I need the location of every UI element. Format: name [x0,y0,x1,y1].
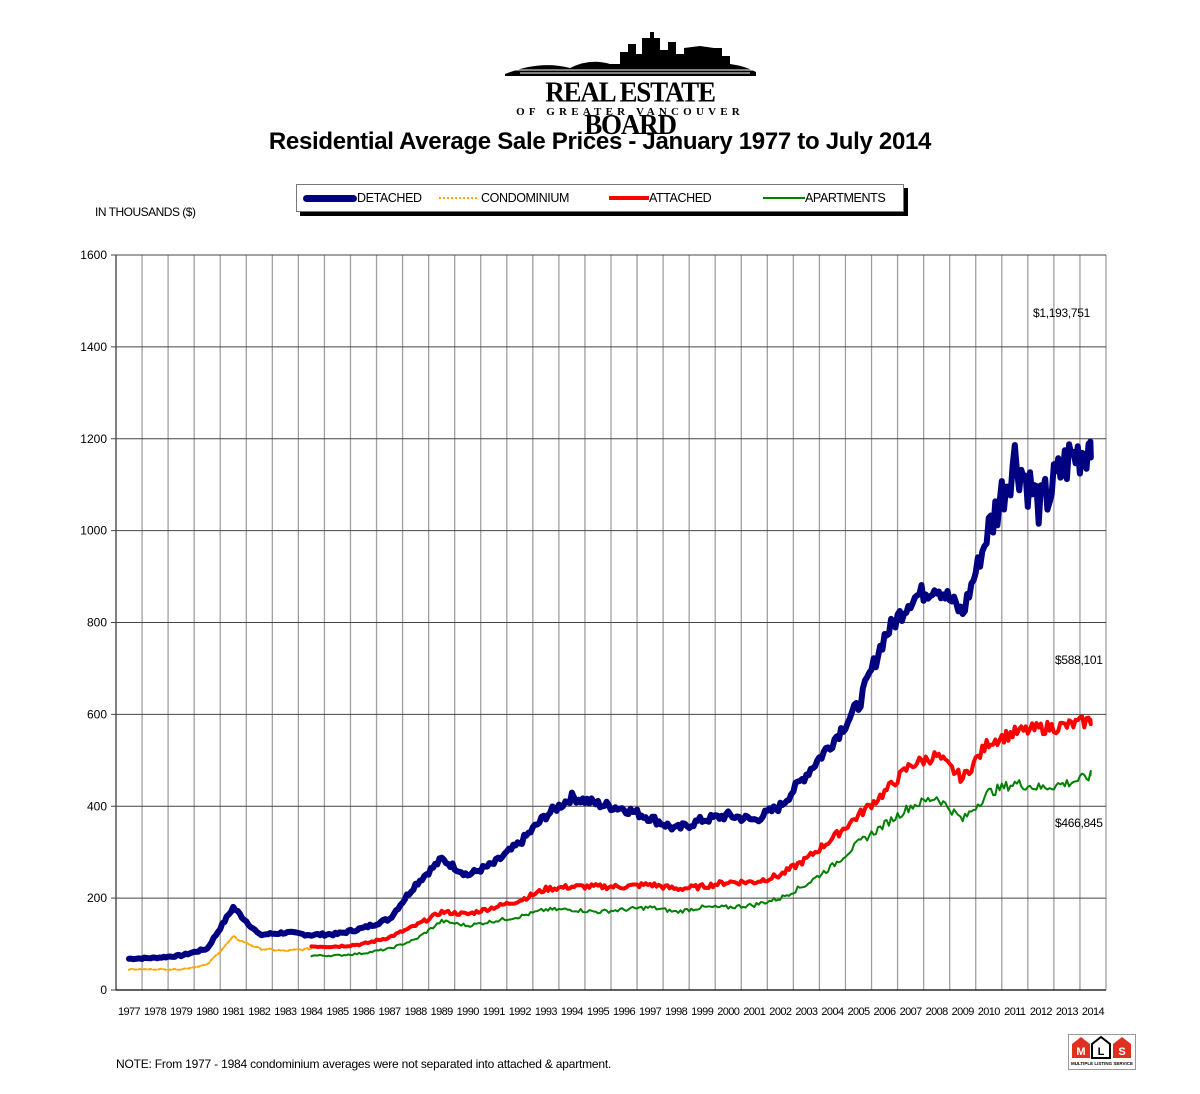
svg-text:1992: 1992 [509,1006,532,1018]
svg-text:2001: 2001 [743,1006,766,1018]
svg-text:M: M [1076,1046,1085,1058]
real-estate-board-logo: REAL ESTATE BOARD OF GREATER VANCOUVER [500,30,760,141]
legend-label: DETACHED [357,191,422,205]
svg-text:400: 400 [87,799,107,813]
apartments-line-swatch-icon [763,197,805,199]
legend-label: CONDOMINIUM [481,191,569,205]
legend-item-attached: ATTACHED [609,185,712,211]
attached-series-line [309,714,1093,950]
svg-text:1999: 1999 [691,1006,714,1018]
svg-text:2005: 2005 [847,1006,870,1018]
mls-house-s-icon [1113,1037,1131,1058]
svg-text:1997: 1997 [639,1006,662,1018]
svg-text:1986: 1986 [352,1006,375,1018]
svg-text:2012: 2012 [1030,1006,1053,1018]
svg-text:1978: 1978 [144,1006,167,1018]
svg-text:1982: 1982 [248,1006,271,1018]
svg-text:1983: 1983 [274,1006,297,1018]
svg-text:1979: 1979 [170,1006,193,1018]
mls-house-m-icon [1072,1037,1090,1058]
svg-text:MULTIPLE LISTING SERVICE: MULTIPLE LISTING SERVICE [1071,1061,1133,1066]
chart-legend: DETACHED CONDOMINIUM ATTACHED APARTMENTS [296,184,904,212]
svg-text:2013: 2013 [1056,1006,1079,1018]
condominium-line-swatch-icon [439,197,477,199]
svg-text:2011: 2011 [1004,1006,1026,1018]
attached-line-swatch-icon [609,196,649,200]
legend-label: ATTACHED [649,191,712,205]
svg-text:1990: 1990 [457,1006,480,1018]
svg-text:S: S [1118,1046,1125,1058]
svg-text:1400: 1400 [80,340,107,354]
detached-series-line [126,438,1094,963]
svg-text:2003: 2003 [795,1006,818,1018]
legend-item-detached: DETACHED [303,185,422,211]
svg-text:2009: 2009 [952,1006,975,1018]
svg-text:1993: 1993 [535,1006,558,1018]
svg-text:1600: 1600 [80,248,107,262]
svg-text:1200: 1200 [80,432,107,446]
svg-text:600: 600 [87,707,107,721]
svg-text:1985: 1985 [326,1006,349,1018]
svg-text:1989: 1989 [431,1006,454,1018]
attached-latest-value: $588,101 [1055,653,1103,667]
detached-line-swatch-icon [303,194,357,202]
logo-subtitle: OF GREATER VANCOUVER [516,106,744,118]
svg-text:2002: 2002 [769,1006,792,1018]
svg-text:2014: 2014 [1082,1006,1105,1018]
apartments-series-line [310,769,1092,958]
svg-text:1988: 1988 [405,1006,428,1018]
svg-text:1977: 1977 [118,1006,141,1018]
svg-text:2006: 2006 [874,1006,897,1018]
svg-text:1984: 1984 [300,1006,323,1018]
skyline-icon [502,32,758,76]
svg-text:1000: 1000 [80,524,107,538]
svg-text:2010: 2010 [978,1006,1001,1018]
svg-text:1994: 1994 [561,1006,584,1018]
svg-text:1980: 1980 [196,1006,219,1018]
svg-text:0: 0 [100,983,107,997]
mls-logo: M L S MULTIPLE LISTING SERVICE [1068,1034,1136,1070]
mls-house-l-icon [1091,1035,1111,1059]
condominium-series-line [128,934,313,971]
svg-text:800: 800 [87,616,107,630]
svg-text:1996: 1996 [613,1006,636,1018]
svg-text:1981: 1981 [222,1006,245,1018]
svg-text:1998: 1998 [665,1006,688,1018]
price-line-chart: 0 200 400 600 800 1000 1200 1400 1600 1977 1978 197… [80,248,1107,1018]
svg-text:200: 200 [87,891,107,905]
logo-title: REAL ESTATE BOARD [545,76,716,141]
svg-text:2007: 2007 [900,1006,923,1018]
y-axis-unit-label: IN THOUSANDS ($) [95,205,196,219]
footnote: NOTE: From 1977 - 1984 condominium avera… [116,1057,612,1071]
svg-text:1991: 1991 [483,1006,506,1018]
svg-text:L: L [1098,1046,1105,1058]
svg-text:2000: 2000 [717,1006,740,1018]
legend-item-condominium: CONDOMINIUM [439,185,569,211]
svg-text:2008: 2008 [926,1006,949,1018]
detached-latest-value: $1,193,751 [1033,306,1091,320]
svg-text:1995: 1995 [587,1006,610,1018]
legend-label: APARTMENTS [805,191,886,205]
apartments-latest-value: $466,845 [1055,816,1103,830]
svg-text:2004: 2004 [821,1006,844,1018]
svg-text:1987: 1987 [379,1006,402,1018]
chart-title: Residential Average Sale Prices - Januar… [268,128,932,155]
legend-item-apartments: APARTMENTS [763,185,886,211]
